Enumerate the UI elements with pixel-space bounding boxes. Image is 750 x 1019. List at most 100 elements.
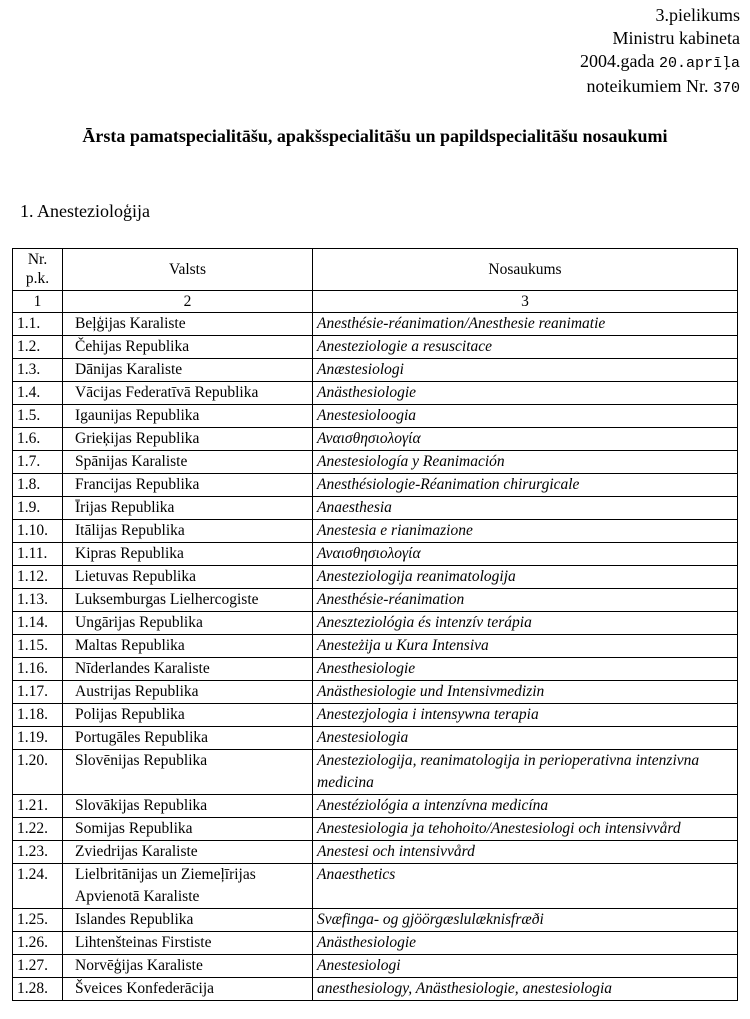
- table-cell: Igaunijas Republika: [62, 404, 313, 428]
- table-cell: Anestesiologia ja tehohoito/Anestesiolog…: [312, 817, 738, 841]
- table-cell: 1.26.: [12, 931, 63, 955]
- table-cell: Kipras Republika: [62, 542, 313, 566]
- table-cell: 1.15.: [12, 634, 63, 658]
- table-row: 1.19. Portugāles Republika Anestesiologia: [12, 726, 738, 750]
- title-block: Ārsta pamatspecialitāšu, apakšspecialitā…: [0, 125, 750, 148]
- table-cell: 1.18.: [12, 703, 63, 727]
- table-cell: Anesthésie-réanimation: [312, 588, 738, 612]
- date-prefix: 2004.gada: [580, 51, 655, 71]
- table-row: 1.18. Polijas Republika Anestezjologia i i…: [12, 703, 738, 727]
- table-cell: 1.27.: [12, 954, 63, 978]
- table-row: 1.5. Igaunijas Republika Anestesioloogia: [12, 404, 738, 428]
- table-cell: Lihtenšteinas Firstiste: [62, 931, 313, 955]
- header-cell: Valsts: [62, 248, 313, 291]
- table-cell: 1.20.: [12, 749, 63, 795]
- column-number: 2: [62, 290, 313, 313]
- table-row: 1.27. Norvēģijas Karaliste Anestesiologi: [12, 954, 738, 978]
- table-cell: Spānijas Karaliste: [62, 450, 313, 474]
- table-cell: 1.10.: [12, 519, 63, 543]
- table-row: 1.7. Spānijas Karaliste Anestesiología y R…: [12, 450, 738, 474]
- table-cell: Dānijas Karaliste: [62, 358, 313, 382]
- header-row: Nr. p.k. Valsts Nosaukums: [12, 248, 738, 291]
- table-cell: 1.13.: [12, 588, 63, 612]
- table-cell: Maltas Republika: [62, 634, 313, 658]
- act-prefix: noteikumiem Nr.: [586, 76, 709, 96]
- table-cell: 1.7.: [12, 450, 63, 474]
- table-cell: Anæstesiologi: [312, 358, 738, 382]
- table-cell: Anästhesiologie und Intensivmedizin: [312, 680, 738, 704]
- table-cell: Īrijas Republika: [62, 496, 313, 520]
- table-cell: 1.14.: [12, 611, 63, 635]
- table-cell: Anestesi och intensivvård: [312, 840, 738, 864]
- table-row: 1.11. Kipras Republika Αναισθησιολογία: [12, 542, 738, 566]
- table-cell: 1.16.: [12, 657, 63, 681]
- table-cell: Nīderlandes Karaliste: [62, 657, 313, 681]
- table-row: 1.1. Beļģijas Karaliste Anesthésie-réanima…: [12, 312, 738, 336]
- table-cell: 1.6.: [12, 427, 63, 451]
- table-row: 1.26. Lihtenšteinas Firstiste Anästhesiolo…: [12, 931, 738, 955]
- table-cell: 1.4.: [12, 381, 63, 405]
- header-line: Ministru kabineta: [612, 28, 740, 48]
- table-cell: Anesthésiologie-Réanimation chirurgicale: [312, 473, 738, 497]
- table-row: 1.9. Īrijas Republika Anaesthesia: [12, 496, 738, 520]
- table-cell: Austrijas Republika: [62, 680, 313, 704]
- table-cell: Anestesiologia: [312, 726, 738, 750]
- table-cell: 1.3.: [12, 358, 63, 382]
- table-cell: 1.25.: [12, 908, 63, 932]
- table-cell: Anestéziológia a intenzívna medicína: [312, 794, 738, 818]
- table-cell: Αναισθησιολογία: [312, 542, 738, 566]
- header-line: 2004.gada 20.aprīļa: [580, 50, 740, 75]
- table-cell: Anesteziologija reanimatologija: [312, 565, 738, 589]
- table-cell: 1.28.: [12, 977, 63, 1001]
- table-row: 1.22. Somijas Republika Anestesiologia ja …: [12, 817, 738, 841]
- table-cell: Anestesia e rianimazione: [312, 519, 738, 543]
- table-cell: 1.5.: [12, 404, 63, 428]
- table-row: 1.25. Islandes Republika Svæfinga- og gjöö…: [12, 908, 738, 932]
- table-cell: Anesteziologija, reanimatologija in peri…: [312, 749, 738, 795]
- header-text: Nr. p.k.: [25, 250, 50, 287]
- table-cell: 1.11.: [12, 542, 63, 566]
- table-row: 1.16. Nīderlandes Karaliste Anesthesiologi…: [12, 657, 738, 681]
- table-row: 1.2. Čehijas Republika Anesteziologie a re…: [12, 335, 738, 359]
- table-row: 1.8. Francijas Republika Anesthésiologie-R…: [12, 473, 738, 497]
- table-cell: 1.24.: [12, 863, 63, 909]
- table-cell: Zviedrijas Karaliste: [62, 840, 313, 864]
- table-cell: Anesthesiologie: [312, 657, 738, 681]
- table-row: 1.15. Maltas Republika Anesteżija u Kura I…: [12, 634, 738, 658]
- table-cell: Šveices Konfederācija: [62, 977, 313, 1001]
- table-cell: Anaesthesia: [312, 496, 738, 520]
- table-cell: Anesteżija u Kura Intensiva: [312, 634, 738, 658]
- table-cell: 1.19.: [12, 726, 63, 750]
- table-cell: 1.22.: [12, 817, 63, 841]
- table-row: 1.3. Dānijas Karaliste Anæstesiologi: [12, 358, 738, 382]
- section-heading: 1. Anestezioloģija: [20, 201, 150, 221]
- column-number: 1: [12, 290, 63, 313]
- table-row: 1.17. Austrijas Republika Anästhesiologie …: [12, 680, 738, 704]
- table-cell: Vācijas Federatīvā Republika: [62, 381, 313, 405]
- table-row: 1.24. Lielbritānijas un Ziemeļīrijas Apvi…: [12, 863, 738, 909]
- table-cell: Svæfinga- og gjöörgæslulæknisfræði: [312, 908, 738, 932]
- table-cell: Islandes Republika: [62, 908, 313, 932]
- table-cell: Anestesiologi: [312, 954, 738, 978]
- table-cell: Anaesthetics: [312, 863, 738, 909]
- table-cell: Slovēnijas Republika: [62, 749, 313, 795]
- act-number: 370: [712, 80, 740, 97]
- table-cell: Ungārijas Republika: [62, 611, 313, 635]
- header-text: Valsts: [168, 260, 207, 278]
- table-row: 1.28. Šveices Konfederācija anesthesiology…: [12, 977, 738, 1001]
- date: 20.aprīļa: [658, 55, 740, 72]
- table-row: 1.13. Luksemburgas Lielhercogiste Anesthés…: [12, 588, 738, 612]
- table-cell: Luksemburgas Lielhercogiste: [62, 588, 313, 612]
- table-row: 1.14. Ungārijas Republika Aneszteziológia …: [12, 611, 738, 635]
- header-line: 3.pielikums: [655, 5, 741, 25]
- header-cell: Nosaukums: [312, 248, 738, 291]
- table-cell: Lietuvas Republika: [62, 565, 313, 589]
- table-cell: Portugāles Republika: [62, 726, 313, 750]
- table-row: 1.6. Grieķijas Republika Αναισθησιολογία: [12, 427, 738, 451]
- header-cell: Nr. p.k.: [12, 248, 63, 291]
- column-number: 3: [312, 290, 738, 313]
- table-cell: 1.21.: [12, 794, 63, 818]
- table-cell: 1.23.: [12, 840, 63, 864]
- table-cell: Αναισθησιολογία: [312, 427, 738, 451]
